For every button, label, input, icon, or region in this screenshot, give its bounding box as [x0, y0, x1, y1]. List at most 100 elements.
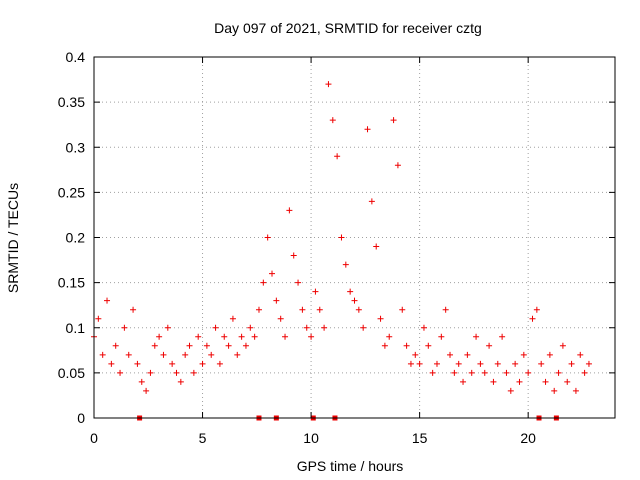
data-point [282, 333, 289, 340]
data-point [403, 342, 410, 349]
data-point [169, 360, 176, 367]
data-point [460, 378, 467, 385]
data-point [151, 342, 158, 349]
data-point [95, 315, 102, 322]
data-point [477, 360, 484, 367]
x-tick-label: 20 [520, 430, 536, 446]
data-point [538, 360, 545, 367]
data-point [273, 297, 280, 304]
data-point [264, 234, 271, 241]
data-point [251, 333, 258, 340]
data-point [542, 378, 549, 385]
y-tick-label: 0.15 [58, 275, 85, 291]
x-axis-label: GPS time / hours [297, 458, 404, 474]
data-point [464, 351, 471, 358]
data-point [316, 306, 323, 313]
data-point [442, 306, 449, 313]
data-point [381, 342, 388, 349]
data-point [212, 324, 219, 331]
y-tick-label: 0 [77, 410, 85, 426]
x-tick-label: 10 [303, 430, 319, 446]
data-point [347, 288, 354, 295]
data-point [368, 198, 375, 205]
data-point [559, 342, 566, 349]
data-point [164, 324, 171, 331]
data-point [494, 360, 501, 367]
data-point [525, 369, 532, 376]
data-point [104, 297, 111, 304]
data-point [503, 369, 510, 376]
data-point [295, 279, 302, 286]
x-tick-label: 5 [199, 430, 207, 446]
grid-lines [94, 57, 615, 418]
data-point [277, 315, 284, 322]
data-point [451, 369, 458, 376]
data-point [529, 315, 536, 322]
data-point [355, 306, 362, 313]
y-tick-label: 0.4 [66, 49, 86, 65]
data-point [286, 207, 293, 214]
data-point [255, 306, 262, 313]
data-point [394, 162, 401, 169]
data-point [308, 333, 315, 340]
data-point [533, 306, 540, 313]
y-tick-label: 0.2 [66, 230, 86, 246]
data-point [412, 351, 419, 358]
data-point [143, 387, 150, 394]
data-point [216, 360, 223, 367]
data-point [125, 351, 132, 358]
y-tick-label: 0.05 [58, 365, 85, 381]
data-point [481, 369, 488, 376]
data-point [564, 378, 571, 385]
data-point [425, 342, 432, 349]
data-point [407, 360, 414, 367]
data-point [247, 324, 254, 331]
data-point [373, 243, 380, 250]
data-point [577, 351, 584, 358]
x-tick-label: 0 [90, 430, 98, 446]
data-point [138, 378, 145, 385]
data-point [351, 297, 358, 304]
data-point [338, 234, 345, 241]
data-point [99, 351, 106, 358]
data-point [429, 369, 436, 376]
data-point [225, 342, 232, 349]
data-point [173, 369, 180, 376]
data-point [108, 360, 115, 367]
data-point [186, 342, 193, 349]
data-point [581, 369, 588, 376]
data-point [512, 360, 519, 367]
data-point [321, 324, 328, 331]
data-point [420, 324, 427, 331]
data-point [229, 315, 236, 322]
data-point [112, 342, 119, 349]
data-point [203, 342, 210, 349]
data-point [199, 360, 206, 367]
data-point [177, 378, 184, 385]
data-point [499, 333, 506, 340]
data-point [360, 324, 367, 331]
data-point [438, 333, 445, 340]
data-point [455, 360, 462, 367]
data-point [551, 387, 558, 394]
data-point [130, 306, 137, 313]
y-tick-label: 0.35 [58, 94, 85, 110]
x-tick-label: 15 [412, 430, 428, 446]
data-point [546, 351, 553, 358]
data-point [299, 306, 306, 313]
y-tick-label: 0.25 [58, 184, 85, 200]
data-point [117, 369, 124, 376]
data-point [555, 369, 562, 376]
data-point [312, 288, 319, 295]
chart-title: Day 097 of 2021, SRMTID for receiver czt… [214, 20, 482, 36]
data-point [416, 360, 423, 367]
data-point [568, 360, 575, 367]
data-point [269, 270, 276, 277]
data-point [190, 369, 197, 376]
data-point [290, 252, 297, 259]
data-point [221, 333, 228, 340]
data-point [147, 369, 154, 376]
data-point [156, 333, 163, 340]
data-point [342, 261, 349, 268]
